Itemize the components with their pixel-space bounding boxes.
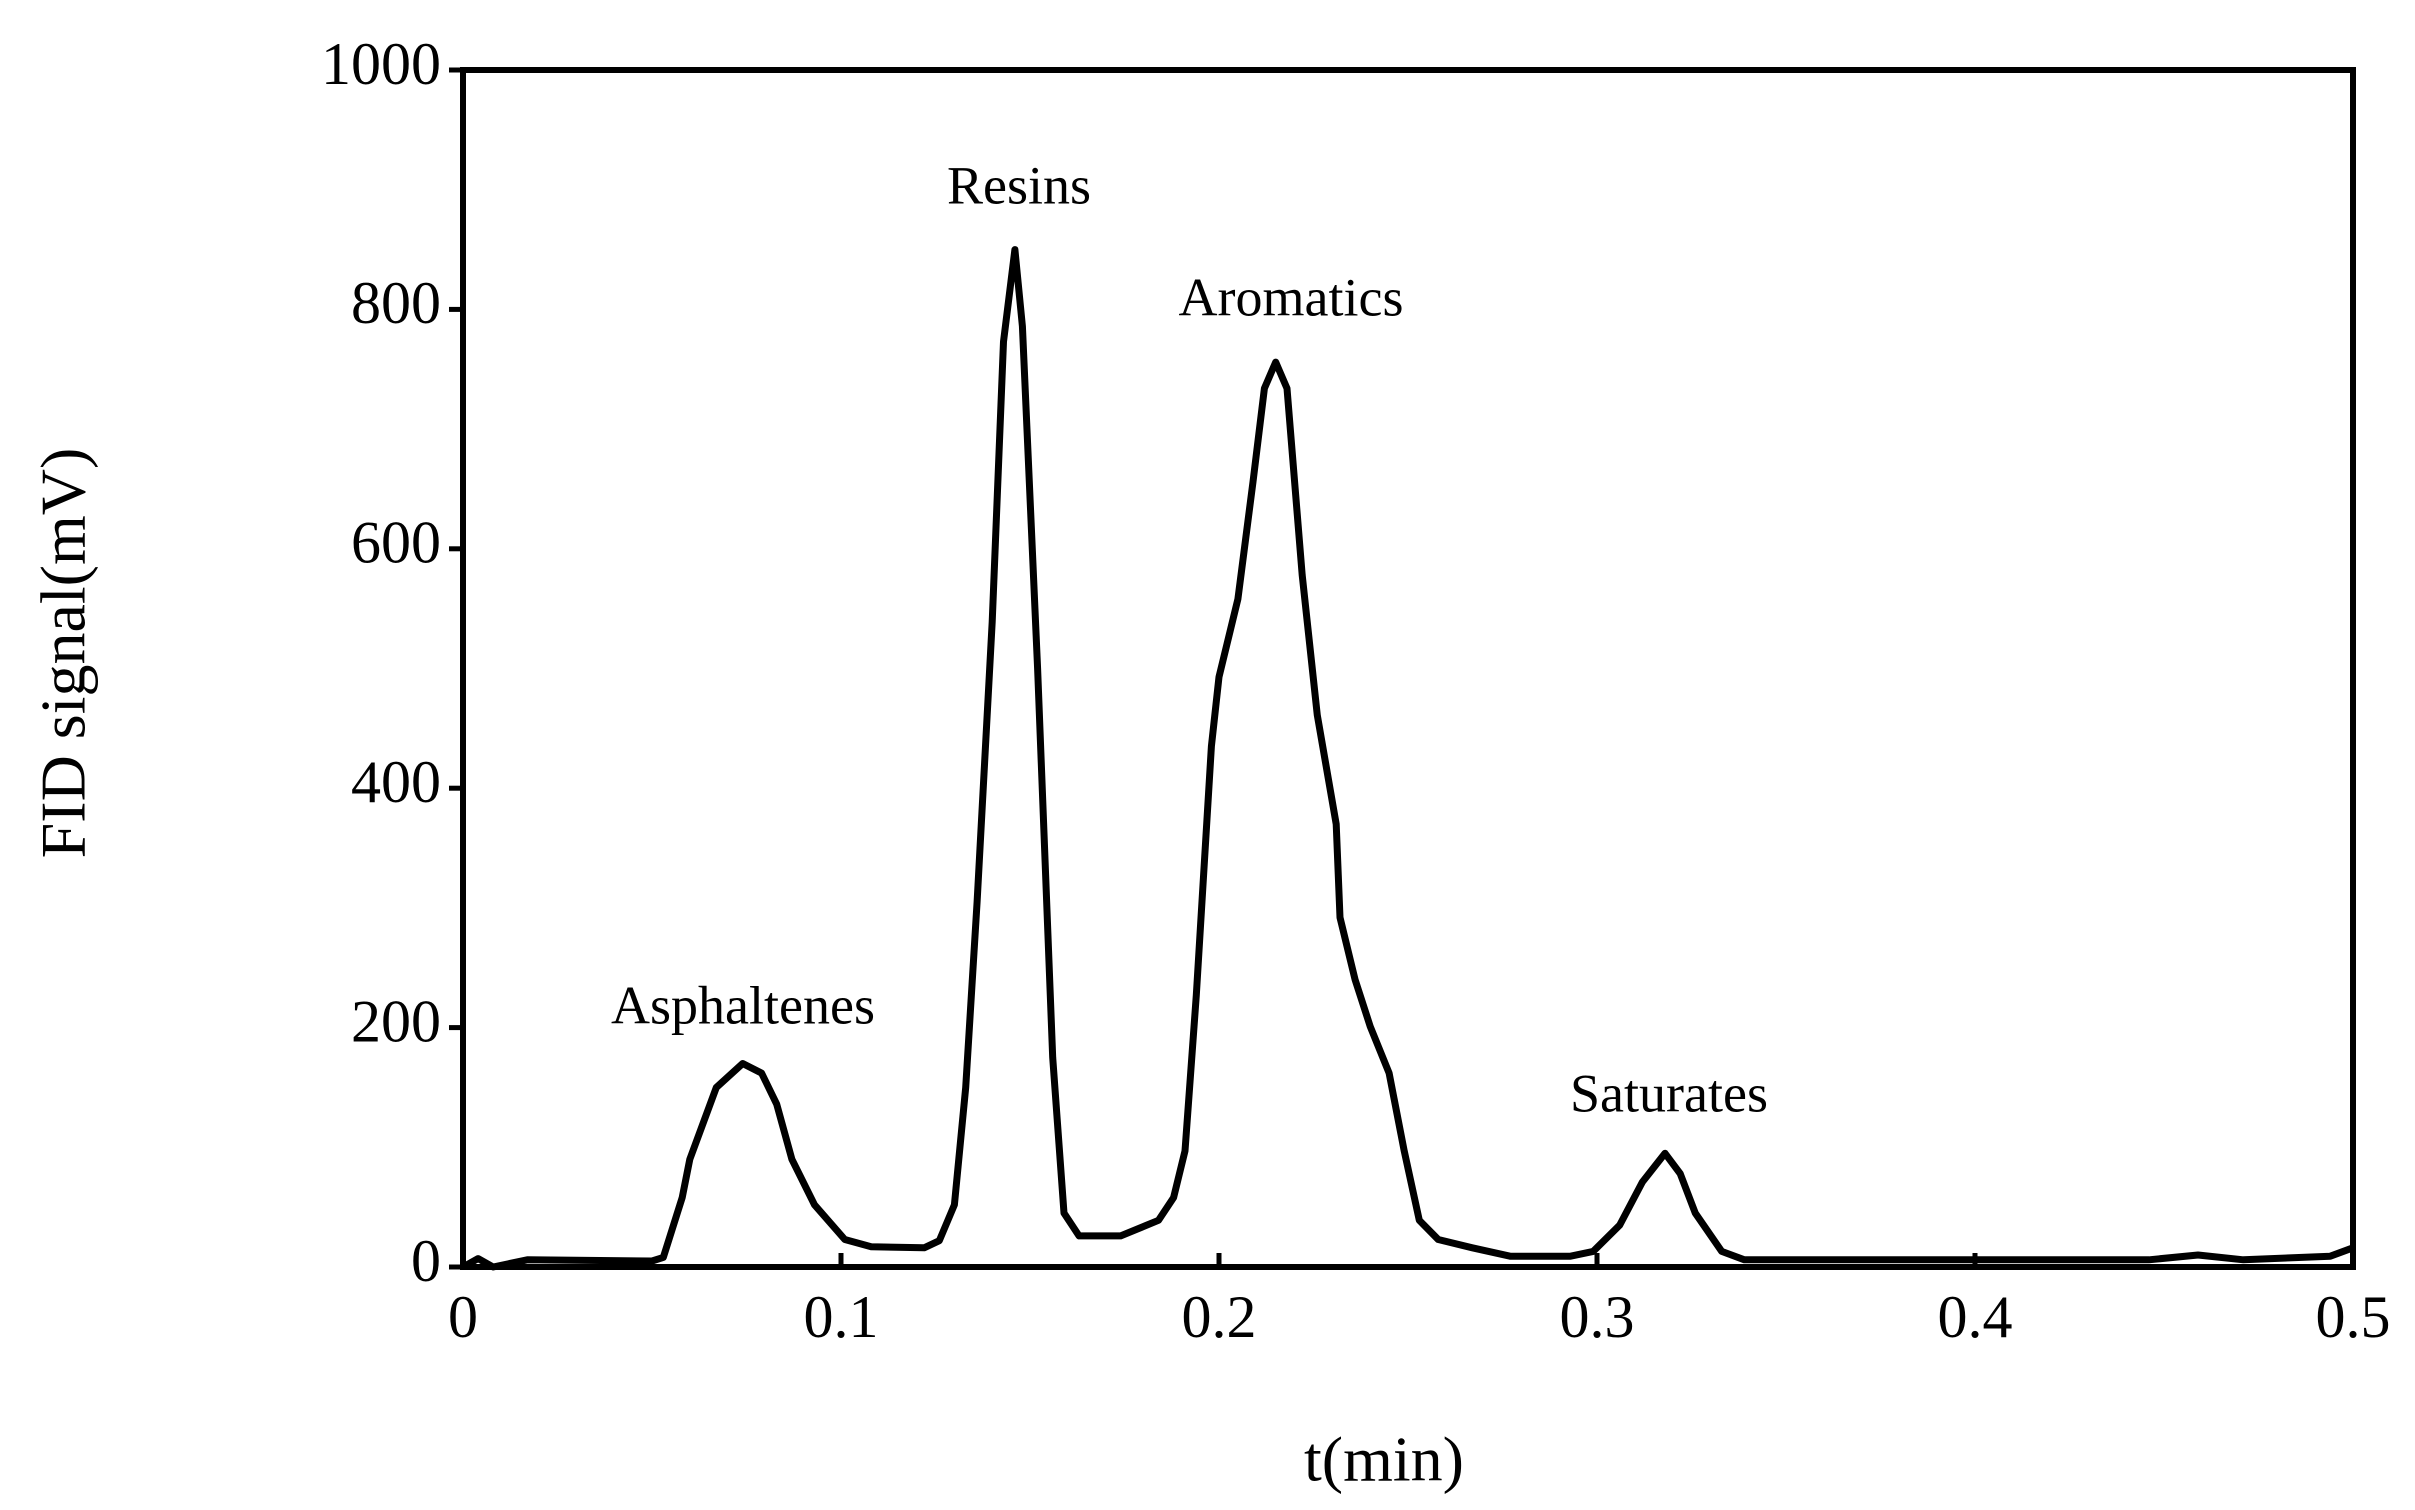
annotation: Resins [947, 155, 1091, 215]
x-tick-label: 0.2 [1182, 1284, 1257, 1350]
y-tick-label: 600 [351, 510, 441, 576]
annotation: Saturates [1570, 1063, 1768, 1123]
x-tick-label: 0.4 [1938, 1284, 2013, 1350]
x-axis-title: t(min) [1304, 1424, 1464, 1495]
x-tick-label: 0.5 [2316, 1284, 2391, 1350]
y-tick-label: 400 [351, 749, 441, 815]
data-line [461, 246, 2355, 1271]
y-tick-label: 800 [351, 270, 441, 336]
x-tick-label: 0 [448, 1284, 478, 1350]
plot-frame [460, 67, 2356, 1270]
y-tick-label: 200 [351, 988, 441, 1054]
x-tick-label: 0.1 [804, 1284, 879, 1350]
y-tick-label: 0 [411, 1228, 441, 1294]
annotation: Asphaltenes [611, 975, 875, 1035]
x-tick-label: 0.3 [1560, 1284, 1635, 1350]
annotation: Aromatics [1179, 267, 1404, 327]
y-axis-title: FID signal(mV) [28, 448, 99, 859]
y-tick-label: 1000 [321, 31, 441, 97]
